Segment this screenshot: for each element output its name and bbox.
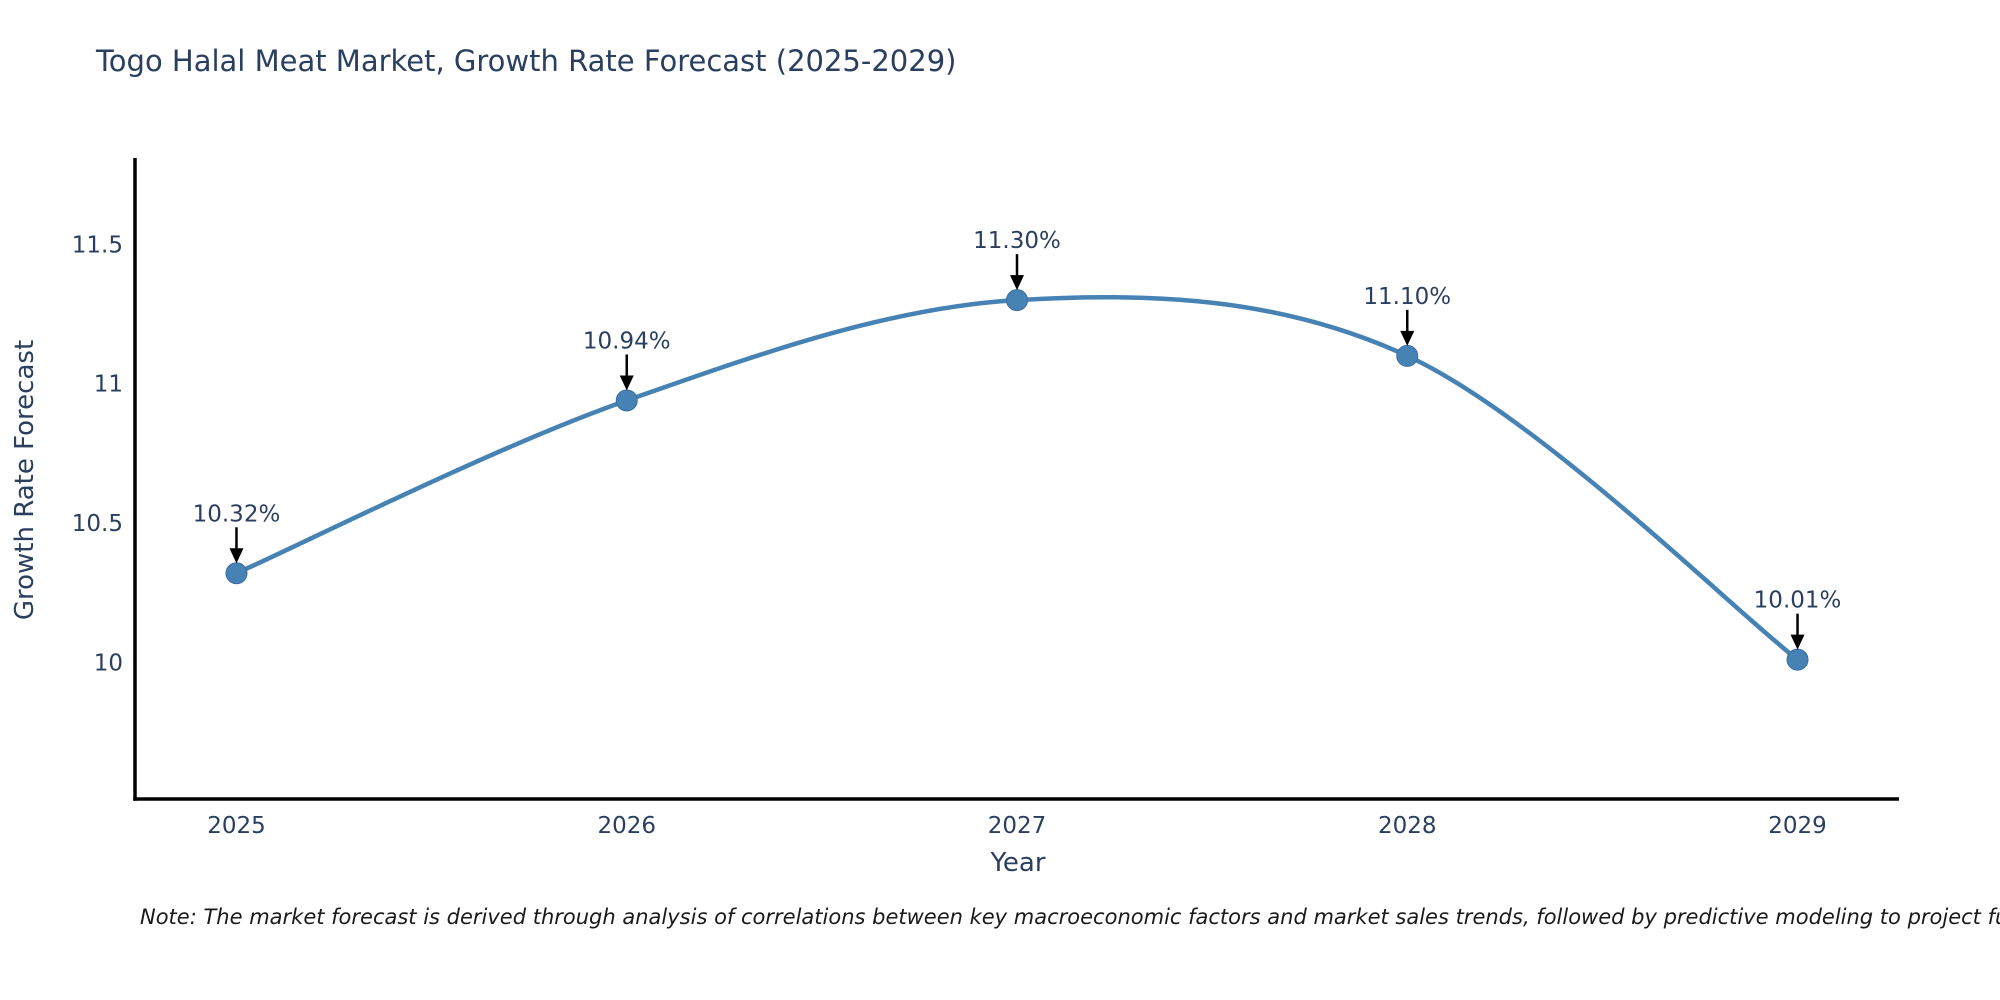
point-label-2025: 10.32% [193,501,281,527]
y-tick-label-10: 10 [94,650,123,676]
y-tick-label-10.5: 10.5 [72,511,123,537]
x-tick-label-2027: 2027 [988,813,1047,839]
y-tick-label-11.5: 11.5 [72,232,123,258]
annotation-arrow-head [619,375,634,391]
annotation-arrow-head [1400,330,1415,346]
annotation-arrow-head [229,548,244,564]
chart-title: Togo Halal Meat Market, Growth Rate Fore… [96,44,957,78]
annotation-arrow-head [1010,275,1024,291]
annotation-arrow-head [1790,634,1805,650]
data-point-2028 [1396,344,1419,367]
point-label-2029: 10.01% [1754,588,1842,614]
data-point-2029 [1786,648,1809,671]
data-point-2027 [1006,289,1028,312]
x-tick-label-2026: 2026 [597,813,656,839]
chart-footnote: Note: The market forecast is derived thr… [140,905,2000,929]
point-label-2028: 11.10% [1363,284,1451,310]
x-tick-label-2028: 2028 [1378,813,1437,839]
point-label-2027: 11.30% [973,228,1061,254]
x-tick-label-2025: 2025 [207,813,266,839]
x-tick-label-2029: 2029 [1768,813,1827,839]
y-tick-label-11: 11 [94,372,123,398]
point-label-2026: 10.94% [583,328,671,354]
x-axis-title: Year [990,848,1046,878]
growth-rate-line [234,295,1800,662]
data-point-2025 [225,562,248,585]
data-point-2026 [615,389,638,412]
